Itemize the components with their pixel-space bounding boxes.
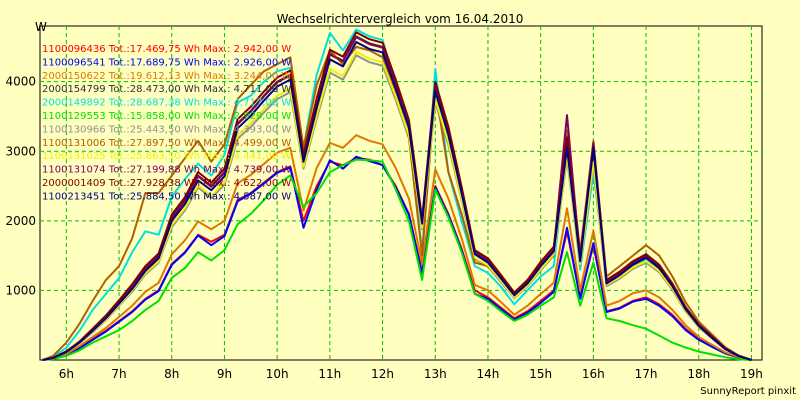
y-tick-label: 4000 bbox=[5, 75, 36, 89]
legend-entry: 1100096541 Tot.:17.689,75 Wh Max.: 2.926… bbox=[42, 57, 291, 68]
x-tick-label: 13h bbox=[424, 367, 447, 381]
y-tick-label: 2000 bbox=[5, 214, 36, 228]
chart-title: Wechselrichtervergleich vom 16.04.2010 bbox=[277, 12, 524, 26]
x-tick-label: 6h bbox=[59, 367, 74, 381]
legend-entry: 1100130966 Tot.:25.443,50 Wh Max.: 4.393… bbox=[42, 124, 291, 135]
legend-entry: 2000154799 Tot.:28.473,00 Wh Max.: 4.711… bbox=[42, 84, 291, 95]
y-tick-label: 1000 bbox=[5, 283, 36, 297]
legend-entry: 1100131074 Tot.:27.199,88 Wh Max.: 4.739… bbox=[42, 165, 291, 176]
series-line-12 bbox=[42, 41, 752, 361]
x-tick-label: 7h bbox=[111, 367, 126, 381]
y-axis-ticks: 1000 2000 3000 4000 bbox=[5, 75, 36, 298]
y-tick-label: 3000 bbox=[5, 144, 36, 158]
legend-entry: 1100213451 Tot.:25.884,50 Wh Max.: 4.587… bbox=[42, 191, 291, 202]
x-tick-label: 9h bbox=[217, 367, 232, 381]
series-line-3 bbox=[42, 134, 752, 361]
series-line-6 bbox=[42, 158, 752, 361]
series-line-8 bbox=[42, 45, 752, 361]
legend-entry: 2000001409 Tot.:27.928,38 Wh Max.: 4.622… bbox=[42, 178, 291, 189]
x-tick-label: 19h bbox=[740, 367, 763, 381]
grid bbox=[40, 26, 762, 360]
series-line-9 bbox=[42, 50, 752, 361]
x-tick-label: 17h bbox=[635, 367, 658, 381]
x-tick-label: 10h bbox=[266, 367, 289, 381]
legend-entry: 1100129553 Tot.:15.858,00 Wh Max.: 2.929… bbox=[42, 111, 291, 122]
series-line-11 bbox=[42, 31, 752, 361]
x-tick-label: 12h bbox=[371, 367, 394, 381]
x-tick-label: 16h bbox=[582, 367, 605, 381]
x-tick-label: 8h bbox=[164, 367, 179, 381]
legend-entry: 1100096436 Tot.:17.469,75 Wh Max.: 2.942… bbox=[42, 44, 291, 55]
series-line-7 bbox=[42, 54, 752, 361]
x-tick-label: 11h bbox=[318, 367, 341, 381]
x-tick-label: 15h bbox=[529, 367, 552, 381]
x-tick-label: 18h bbox=[687, 367, 710, 381]
legend: 1100096436 Tot.:17.469,75 Wh Max.: 2.942… bbox=[42, 44, 291, 202]
series-group bbox=[42, 28, 752, 361]
legend-entry: 2000149892 Tot.:28.687,38 Wh Max.: 4.717… bbox=[42, 98, 291, 109]
legend-entry: 2000150622 Tot.:19.612,13 Wh Max.: 3.244… bbox=[42, 71, 291, 82]
legend-entry: 1100131025 Tot.:25.863,50 Wh Max.: 4.441… bbox=[42, 151, 291, 162]
y-axis-label: W bbox=[35, 20, 47, 34]
x-tick-label: 14h bbox=[477, 367, 500, 381]
x-axis-ticks: 6h 7h 8h 9h 10h 11h 12h 13h 14h 15h 16h 17h 18h 19h bbox=[59, 367, 763, 381]
legend-entry: 1100131006 Tot.:27.897,50 Wh Max.: 4.499… bbox=[42, 138, 291, 149]
footer-credit: SunnyReport pinxit bbox=[700, 386, 796, 397]
